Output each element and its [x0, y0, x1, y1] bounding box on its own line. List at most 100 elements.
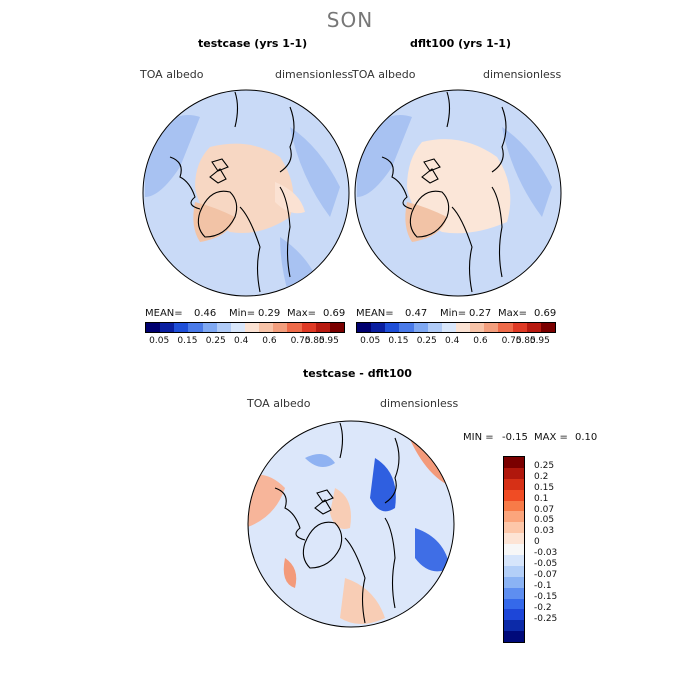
right-polar-map: [354, 89, 562, 297]
right-coastlines: [381, 91, 507, 293]
right-field-patch: [502, 127, 552, 217]
left-units-label: dimensionless: [275, 68, 354, 81]
right-var-label: TOA albedo: [352, 68, 416, 81]
colorbar-swatch: [504, 500, 524, 512]
colorbar-swatch: [455, 323, 471, 332]
colorbar-swatch: [357, 323, 372, 332]
colorbar-swatch: [413, 323, 428, 332]
right-min-value: 0.27: [469, 308, 492, 319]
colorbar-swatch: [188, 323, 203, 332]
diff-map-border: [247, 420, 455, 628]
diff-panel-title: testcase - dflt100: [303, 367, 412, 380]
right-colorbar: [356, 322, 556, 333]
colorbar-tick-label: 0.25: [416, 336, 437, 346]
diff-colorbar-tick-label: 0.07: [534, 504, 555, 515]
colorbar-swatch: [259, 323, 274, 332]
left-var-label: TOA albedo: [140, 68, 204, 81]
diff-colorbar-tick-label: 0: [534, 537, 540, 548]
colorbar-swatch: [504, 478, 524, 490]
diff-min-value: -0.15: [502, 432, 528, 443]
colorbar-tick-label: 0.75: [501, 336, 522, 346]
left-coastlines: [169, 91, 295, 293]
right-mean-label: MEAN=: [356, 308, 394, 319]
right-field-arctic: [407, 139, 511, 234]
colorbar-swatch: [202, 323, 217, 332]
left-mean-value: 0.46: [194, 308, 217, 319]
colorbar-swatch: [371, 323, 386, 332]
diff-colorbar-tick-label: -0.03: [534, 548, 558, 559]
colorbar-swatch: [540, 323, 555, 332]
right-max-value: 0.69: [534, 308, 557, 319]
diff-colorbar: [503, 456, 525, 644]
colorbar-swatch: [526, 323, 541, 332]
left-polar-map: [142, 89, 350, 297]
colorbar-swatch: [160, 323, 175, 332]
colorbar-tick-label: 0.05: [360, 336, 381, 346]
colorbar-swatch: [504, 522, 524, 534]
left-max-label: Max=: [287, 308, 317, 319]
diff-coastlines: [274, 422, 400, 624]
colorbar-swatch: [504, 489, 524, 501]
colorbar-swatch: [504, 609, 524, 621]
colorbar-swatch: [504, 620, 524, 632]
diff-field-negative: [415, 528, 450, 572]
colorbar-swatch: [315, 323, 330, 332]
colorbar-swatch: [504, 598, 524, 610]
left-max-value: 0.69: [323, 308, 346, 319]
right-min-label: Min=: [440, 308, 467, 319]
colorbar-tick-label: 0.85: [515, 336, 536, 346]
diff-colorbar-tick-label: 0.15: [534, 482, 555, 493]
diff-field-positive: [330, 488, 351, 529]
diff-min-label: MIN =: [463, 432, 494, 443]
colorbar-swatch: [504, 511, 524, 523]
colorbar-tick-label: 0.95: [318, 336, 339, 346]
colorbar-tick-label: 0.15: [177, 336, 198, 346]
colorbar-tick-label: 0.6: [473, 336, 488, 346]
left-field-patch: [275, 182, 305, 214]
diff-colorbar-tick-label: 0.03: [534, 526, 555, 537]
colorbar-swatch: [301, 323, 316, 332]
diff-colorbar-tick-label: 0.25: [534, 460, 555, 471]
diff-field-negative: [370, 458, 396, 512]
left-colorbar-labels: 0.05 0.15 0.25 0.4 0.6 0.75 0.85 0.95: [145, 336, 345, 348]
left-field-greenland: [193, 202, 235, 242]
right-panel-title: dflt100 (yrs 1-1): [410, 37, 511, 50]
colorbar-tick-label: 0.85: [304, 336, 325, 346]
colorbar-tick-label: 0.75: [290, 336, 311, 346]
colorbar-swatch: [146, 323, 161, 332]
colorbar-swatch: [385, 323, 400, 332]
colorbar-swatch: [470, 323, 485, 332]
diff-max-value: 0.10: [575, 432, 598, 443]
colorbar-swatch: [399, 323, 414, 332]
colorbar-swatch: [273, 323, 288, 332]
colorbar-swatch: [512, 323, 527, 332]
colorbar-swatch: [244, 323, 260, 332]
colorbar-swatch: [174, 323, 189, 332]
colorbar-swatch: [504, 544, 524, 556]
right-units-label: dimensionless: [483, 68, 562, 81]
colorbar-swatch: [498, 323, 513, 332]
colorbar-swatch: [504, 555, 524, 566]
colorbar-tick-label: 0.6: [262, 336, 277, 346]
colorbar-tick-label: 0.05: [149, 336, 170, 346]
left-map-border: [142, 89, 350, 297]
right-map-border: [354, 89, 562, 297]
colorbar-swatch: [504, 587, 524, 599]
diff-field-positive: [283, 558, 297, 588]
colorbar-swatch: [504, 467, 524, 479]
diff-colorbar-tick-label: 0.2: [534, 471, 549, 482]
diff-units-label: dimensionless: [380, 397, 459, 410]
colorbar-swatch: [504, 533, 524, 545]
colorbar-swatch: [287, 323, 302, 332]
colorbar-swatch: [504, 631, 524, 643]
left-mean-label: MEAN=: [145, 308, 183, 319]
colorbar-swatch: [329, 323, 344, 332]
colorbar-swatch: [216, 323, 231, 332]
diff-colorbar-tick-label: -0.15: [534, 591, 558, 602]
left-colorbar: [145, 322, 345, 333]
right-max-label: Max=: [498, 308, 528, 319]
colorbar-swatch: [504, 565, 524, 577]
right-mean-value: 0.47: [405, 308, 428, 319]
right-field-greenland: [405, 202, 447, 242]
diff-field-negative: [305, 454, 335, 467]
